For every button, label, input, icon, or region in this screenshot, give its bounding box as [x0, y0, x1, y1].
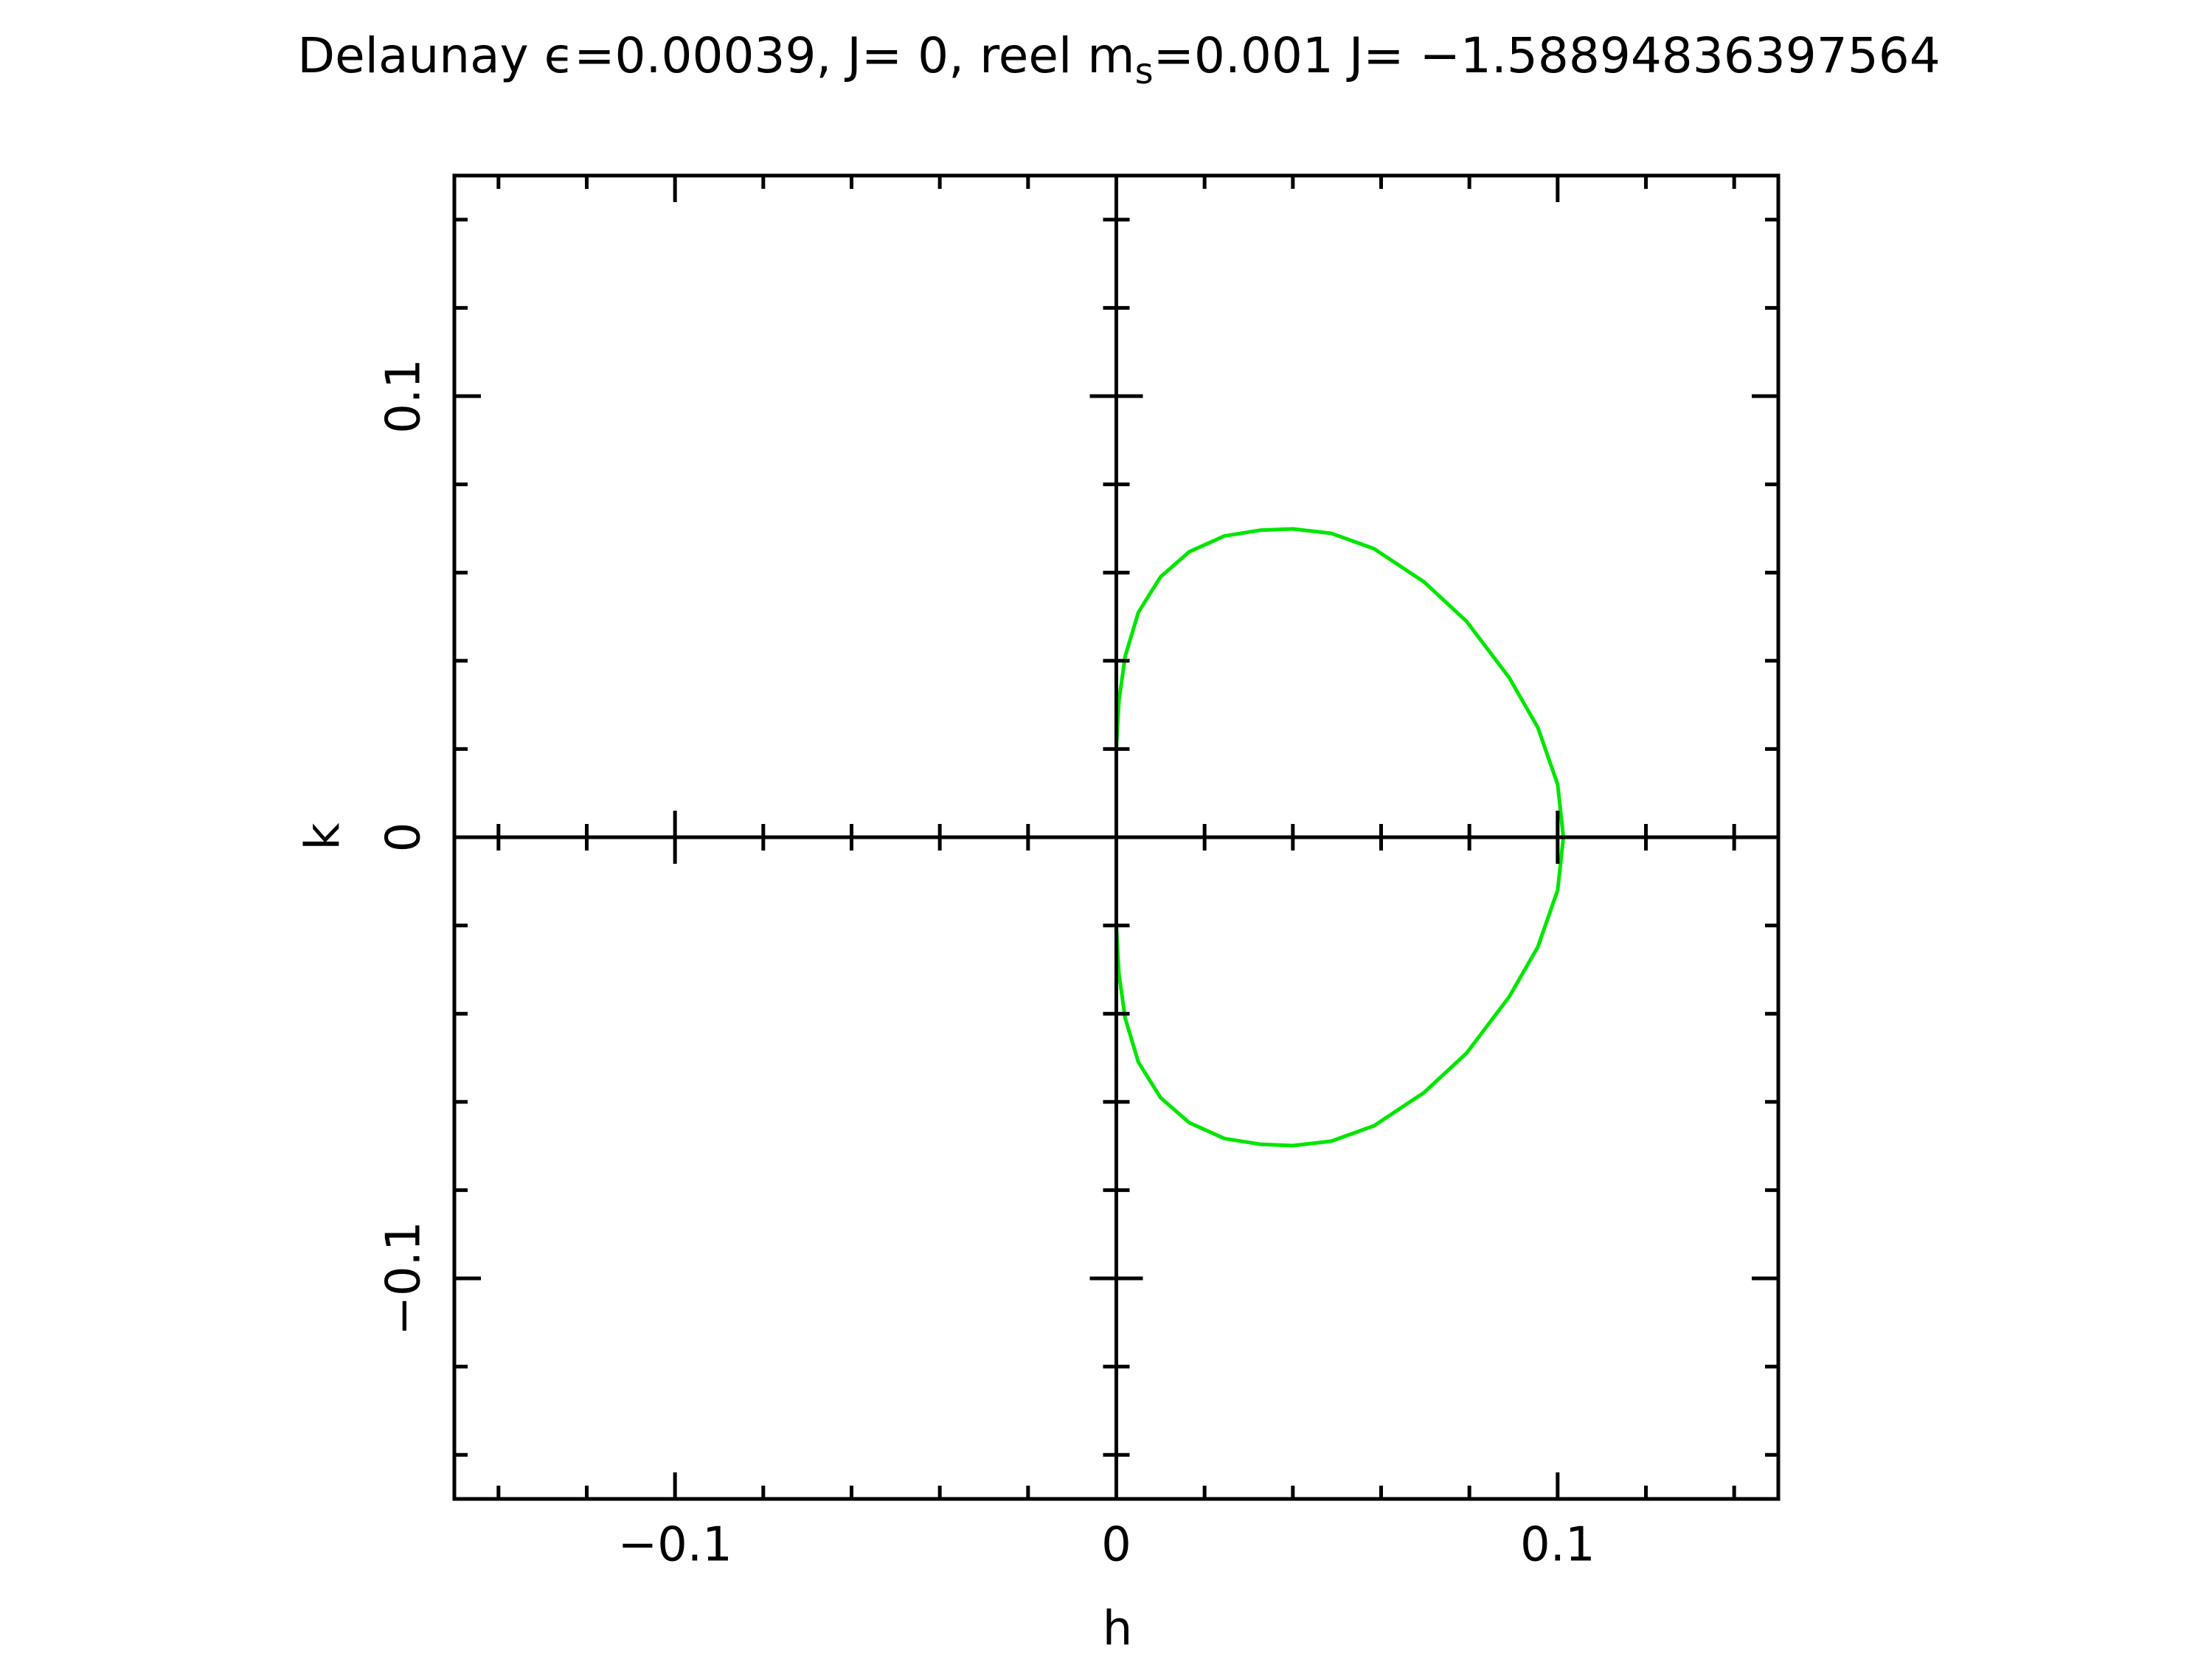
chart-title: Delaunay ϵ=0.00039, J= 0, reel ms=0.001 … — [297, 27, 1940, 92]
x-axis-label: h — [1103, 1602, 1133, 1657]
x-tick-label: 0.1 — [1520, 1518, 1595, 1573]
title-part: Delaunay ϵ=0.00039, J= 0, reel m — [297, 27, 1134, 84]
y-tick-label: 0 — [377, 822, 431, 853]
title-part: =0.001 J= −1.58894836397564 — [1154, 27, 1941, 84]
x-tick-label: 0 — [1101, 1518, 1131, 1573]
y-tick-label: 0.1 — [377, 359, 431, 434]
y-axis-label: k — [297, 822, 351, 850]
title-subscript: s — [1135, 51, 1154, 92]
x-tick-label: −0.1 — [617, 1518, 732, 1573]
y-tick-label: −0.1 — [377, 1221, 431, 1335]
plot-frame — [452, 173, 1781, 1501]
